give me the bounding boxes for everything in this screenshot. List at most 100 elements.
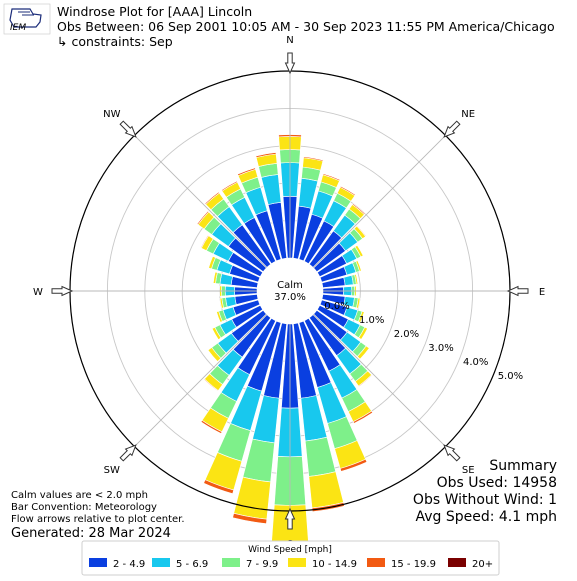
bar-convention: Bar Convention: Meteorology bbox=[11, 502, 157, 513]
legend-label: 10 - 14.9 bbox=[312, 559, 357, 570]
bar-segment bbox=[358, 374, 373, 388]
bar-segment bbox=[322, 173, 341, 182]
cardinal-label-e: E bbox=[539, 287, 545, 298]
bar-segment bbox=[200, 419, 223, 434]
arrow-shape bbox=[51, 285, 74, 297]
cardinal-arrow-w: W bbox=[33, 285, 74, 298]
legend: Wind Speed [mph] 2 - 4.9 5 - 6.9 7 - 9.9 10… bbox=[81, 540, 500, 576]
bar-segment bbox=[219, 297, 224, 309]
chart-title: Windrose Plot for [AAA] Lincoln bbox=[57, 4, 252, 19]
calm-note: Calm values are < 2.0 mph bbox=[11, 490, 148, 501]
constraints: ↳ constraints: Sep bbox=[57, 34, 173, 49]
radial-tick-label: 3.0% bbox=[428, 343, 453, 354]
legend-items: 2 - 4.9 5 - 6.9 7 - 9.9 10 - 14.9 15 - 19.9 2… bbox=[89, 558, 493, 570]
legend-swatch bbox=[288, 558, 306, 567]
cardinal-arrow-sw: SW bbox=[104, 444, 137, 476]
cardinal-label-w: W bbox=[33, 287, 43, 298]
arrow-shape bbox=[506, 285, 529, 297]
bar-segment bbox=[232, 512, 268, 524]
legend-swatch bbox=[89, 558, 107, 567]
grid-spoke bbox=[134, 314, 267, 447]
cardinal-label-n: N bbox=[286, 35, 293, 46]
bar-segment bbox=[356, 345, 370, 360]
bar-segment bbox=[204, 191, 220, 205]
bar-segment bbox=[237, 167, 256, 177]
bar-segment bbox=[203, 479, 235, 495]
cardinal-label-nw: NW bbox=[103, 109, 120, 120]
grid-spoke bbox=[313, 135, 446, 268]
radial-tick-label: 1.0% bbox=[359, 315, 384, 326]
legend-label: 15 - 19.9 bbox=[391, 559, 436, 570]
bar-segment bbox=[200, 234, 209, 249]
summary-avg-speed: Avg Speed: 4.1 mph bbox=[415, 509, 557, 525]
radial-tick-label: 5.0% bbox=[498, 371, 523, 382]
legend-swatch bbox=[222, 558, 240, 567]
bar-segment bbox=[356, 297, 361, 309]
grid-spoke bbox=[313, 314, 446, 447]
arrow-shape bbox=[443, 444, 461, 462]
calm-label: Calm bbox=[277, 280, 303, 291]
arrow-shape bbox=[119, 120, 137, 138]
radial-tick-label: 4.0% bbox=[463, 357, 488, 368]
legend-title: Wind Speed [mph] bbox=[248, 545, 332, 555]
logo-text: IEM bbox=[10, 23, 26, 33]
radial-tick-label: 0.0% bbox=[324, 301, 349, 312]
cardinal-arrow-se: SE bbox=[443, 444, 475, 476]
bar-segment bbox=[339, 458, 368, 472]
cardinal-arrow-e: E bbox=[506, 285, 545, 298]
summary-title: Summary bbox=[489, 458, 557, 474]
legend-label: 7 - 9.9 bbox=[246, 559, 278, 570]
bar-segment bbox=[339, 185, 356, 197]
bar-segment bbox=[356, 225, 367, 237]
bar-segment bbox=[221, 180, 238, 192]
bar-segment bbox=[357, 311, 365, 324]
summary-obs-used: Obs Used: 14958 bbox=[437, 475, 557, 491]
bar-segment bbox=[233, 476, 271, 520]
bar-segment bbox=[208, 255, 216, 270]
legend-label: 5 - 6.9 bbox=[176, 559, 208, 570]
bar-segment bbox=[212, 271, 218, 284]
summary-obs-without-wind: Obs Without Wind: 1 bbox=[413, 492, 557, 508]
windrose-bars bbox=[196, 134, 374, 567]
bar-segment bbox=[358, 326, 368, 340]
bar-segment bbox=[351, 203, 366, 215]
bar-segment bbox=[304, 436, 337, 477]
legend-swatch bbox=[448, 558, 466, 567]
legend-label: 20+ bbox=[472, 559, 493, 570]
radial-tick-label: 2.0% bbox=[394, 329, 419, 340]
cardinal-label-ne: NE bbox=[461, 109, 475, 120]
cardinal-arrow-nw: NW bbox=[103, 109, 137, 138]
generated-date: Generated: 28 Mar 2024 bbox=[11, 526, 171, 541]
legend-swatch bbox=[152, 558, 170, 567]
bar-segment bbox=[354, 244, 364, 258]
cardinal-arrow-n: N bbox=[284, 35, 296, 75]
cardinal-label-sw: SW bbox=[104, 465, 120, 476]
bar-segment bbox=[225, 296, 237, 308]
bar-segment bbox=[219, 273, 233, 286]
cardinal-arrow-ne: NE bbox=[443, 109, 475, 138]
calm-circle bbox=[257, 258, 323, 324]
bar-segment bbox=[352, 410, 374, 424]
bar-segment bbox=[303, 156, 324, 162]
grid-spoke bbox=[134, 135, 267, 268]
bar-segment bbox=[196, 210, 210, 226]
legend-swatch bbox=[367, 558, 385, 567]
bar-segment bbox=[355, 260, 362, 272]
bar-segment bbox=[255, 152, 277, 158]
bar-segment bbox=[203, 378, 219, 392]
calm-value: 37.0% bbox=[274, 292, 306, 303]
bar-segment bbox=[211, 326, 222, 341]
legend-label: 2 - 4.9 bbox=[113, 559, 145, 570]
cardinal-label-se: SE bbox=[462, 465, 475, 476]
bar-segment bbox=[354, 273, 359, 285]
arrow-shape bbox=[119, 444, 137, 462]
bar-segment bbox=[216, 310, 223, 323]
arrow-shape bbox=[443, 120, 461, 138]
iem-logo: IEM bbox=[3, 3, 51, 35]
arrow-shape bbox=[284, 507, 296, 530]
bar-segment bbox=[207, 347, 222, 362]
arrow-shape bbox=[284, 52, 296, 75]
bar-segment bbox=[308, 471, 344, 509]
obs-between: Obs Between: 06 Sep 2001 10:05 AM - 30 S… bbox=[57, 19, 555, 34]
